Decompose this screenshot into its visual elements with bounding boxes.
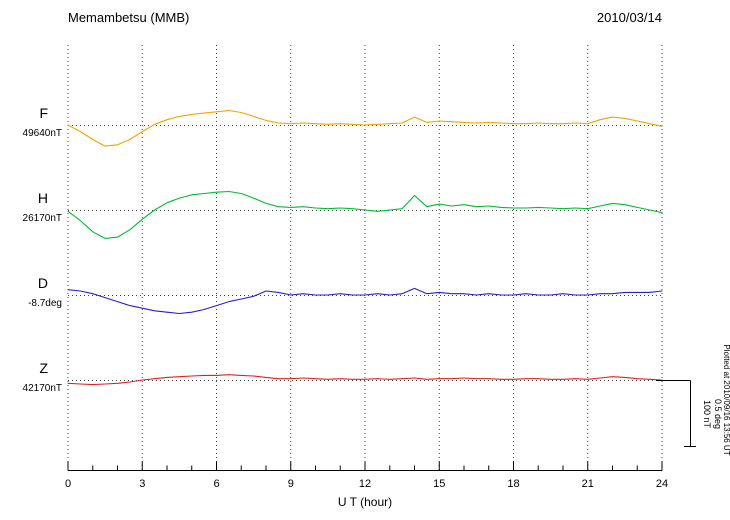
grid-layer: 0 3 6 9 12 15 18 21 24	[65, 45, 668, 490]
x-tick-label: 15	[433, 478, 445, 490]
trace-F-value: 49640nT	[23, 128, 62, 139]
scalebar-nt-label: 100 nT	[702, 400, 712, 429]
scalebar-deg-label: 0.5 deg	[713, 399, 723, 429]
trace-D-label: D	[38, 275, 48, 291]
trace-Z	[67, 374, 663, 386]
x-axis-title: U T (hour)	[338, 495, 392, 509]
trace-Z-label: Z	[39, 360, 48, 376]
plotted-at-note: Plotted at 2010/09/16 13:56 UT	[722, 344, 730, 455]
station-title: Memambetsu (MMB)	[68, 10, 189, 25]
x-tick-label: 18	[507, 478, 519, 490]
trace-F-label: F	[39, 105, 48, 121]
x-tick-label: 24	[656, 478, 668, 490]
trace-layer	[67, 109, 663, 386]
trace-F	[67, 109, 663, 147]
x-tick-label: 9	[288, 478, 294, 490]
trace-Z-value: 42170nT	[23, 383, 62, 394]
trace-D	[67, 287, 663, 315]
trace-D-value: -8.7deg	[28, 298, 62, 309]
trace-H	[67, 190, 663, 239]
x-tick-label: 21	[582, 478, 594, 490]
x-tick-label: 3	[139, 478, 145, 490]
x-tick-label: 6	[213, 478, 219, 490]
date-label: 2010/03/14	[597, 10, 662, 25]
x-tick-label: 0	[65, 478, 71, 490]
x-tick-label: 12	[359, 478, 371, 490]
trace-H-value: 26170nT	[23, 213, 62, 224]
trace-H-label: H	[38, 190, 48, 206]
